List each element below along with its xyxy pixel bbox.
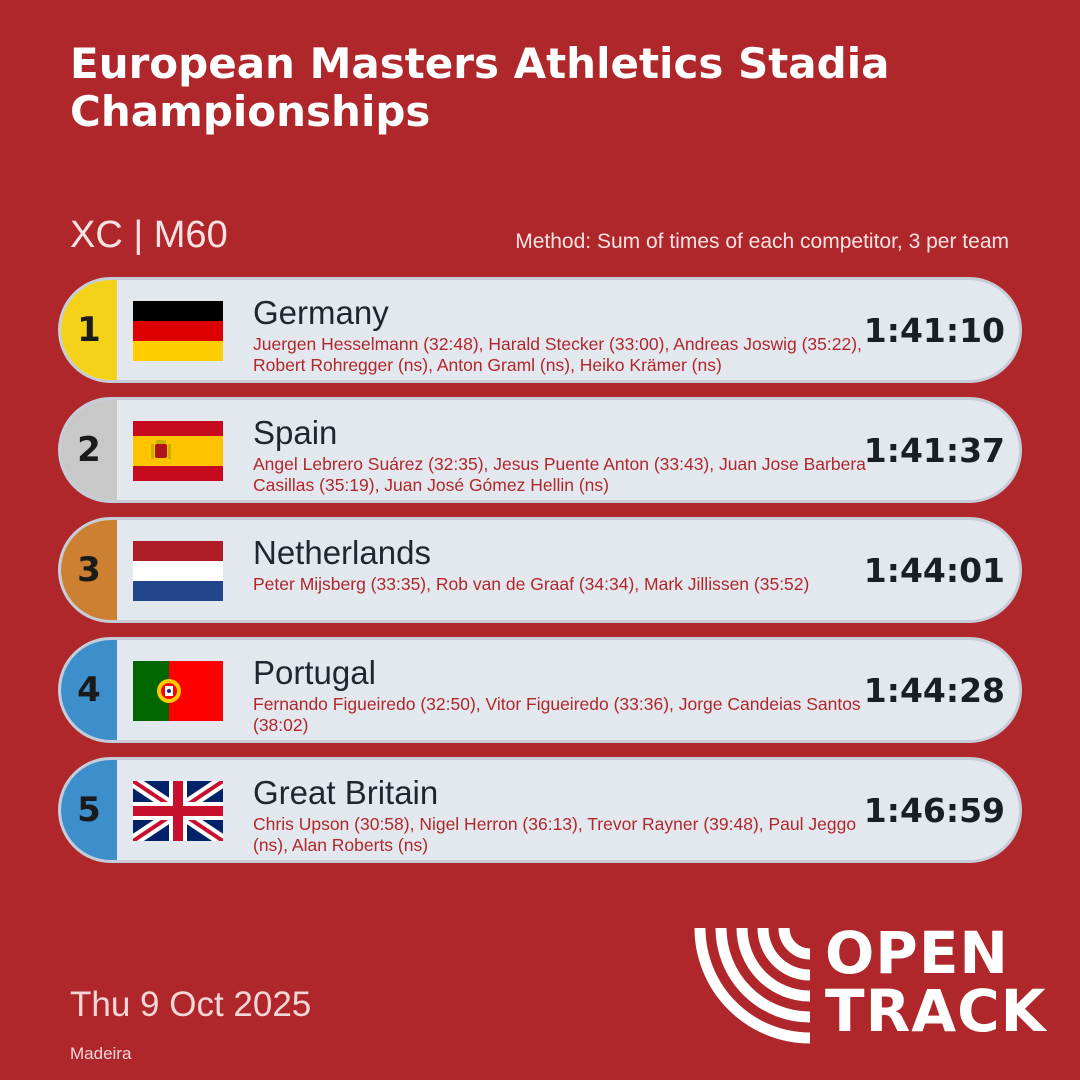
page-title: European Masters Athletics Stadia Champi… bbox=[70, 39, 890, 136]
logo-line-open: OPEN bbox=[825, 919, 1009, 987]
result-row-portugal[interactable]: 4 Portugal Fernando Figueiredo (32:50), … bbox=[58, 637, 1022, 743]
team-members: Fernando Figueiredo (32:50), Vitor Figue… bbox=[253, 694, 861, 735]
country-name: Great Britain bbox=[253, 774, 439, 811]
rank-badge: 2 bbox=[61, 400, 117, 500]
great-britain-flag-icon bbox=[133, 781, 223, 841]
event-date: Thu 9 Oct 2025 bbox=[70, 985, 312, 1024]
result-row-netherlands[interactable]: 3 Netherlands Peter Mijsberg (33:35), Ro… bbox=[58, 517, 1022, 623]
event-category: XC | M60 bbox=[70, 214, 228, 256]
rank-badge: 3 bbox=[61, 520, 117, 620]
netherlands-flag-icon bbox=[133, 541, 223, 601]
track-lanes-icon bbox=[694, 927, 811, 1044]
team-time: 1:41:10 bbox=[863, 310, 1005, 350]
team-members: Juergen Hesselmann (32:48), Harald Steck… bbox=[253, 334, 862, 375]
event-location: Madeira bbox=[70, 1044, 132, 1063]
team-members: Chris Upson (30:58), Nigel Herron (36:13… bbox=[253, 814, 857, 855]
country-name: Portugal bbox=[253, 654, 376, 691]
opentrack-logo: OPEN TRACK bbox=[690, 924, 1050, 1048]
rank-badge: 1 bbox=[61, 280, 117, 380]
scoring-method: Method: Sum of times of each competitor,… bbox=[515, 230, 1009, 253]
country-name: Netherlands bbox=[253, 534, 431, 571]
germany-flag-icon bbox=[133, 301, 223, 361]
team-time: 1:44:28 bbox=[863, 670, 1005, 710]
logo-line-track: TRACK bbox=[825, 977, 1047, 1045]
results-list: 1 Germany Juergen Hesselmann (32:48), Ha… bbox=[58, 277, 1022, 877]
team-time: 1:41:37 bbox=[863, 430, 1005, 470]
team-time: 1:44:01 bbox=[863, 550, 1005, 590]
team-members: Angel Lebrero Suárez (32:35), Jesus Puen… bbox=[253, 454, 866, 495]
team-time: 1:46:59 bbox=[863, 790, 1005, 830]
portugal-flag-icon bbox=[133, 661, 223, 721]
spain-flag-icon bbox=[133, 421, 223, 481]
result-row-germany[interactable]: 1 Germany Juergen Hesselmann (32:48), Ha… bbox=[58, 277, 1022, 383]
logo-text: OPEN TRACK bbox=[825, 924, 1047, 1040]
country-name: Spain bbox=[253, 414, 338, 451]
rank-badge: 5 bbox=[61, 760, 117, 860]
team-members: Peter Mijsberg (33:35), Rob van de Graaf… bbox=[253, 574, 810, 594]
country-name: Germany bbox=[253, 294, 389, 331]
rank-badge: 4 bbox=[61, 640, 117, 740]
result-row-great-britain[interactable]: 5 Great Britain Chris Upson (30:58), Nig… bbox=[58, 757, 1022, 863]
result-row-spain[interactable]: 2 Spain Angel Lebrero Suárez (32:35), Je… bbox=[58, 397, 1022, 503]
